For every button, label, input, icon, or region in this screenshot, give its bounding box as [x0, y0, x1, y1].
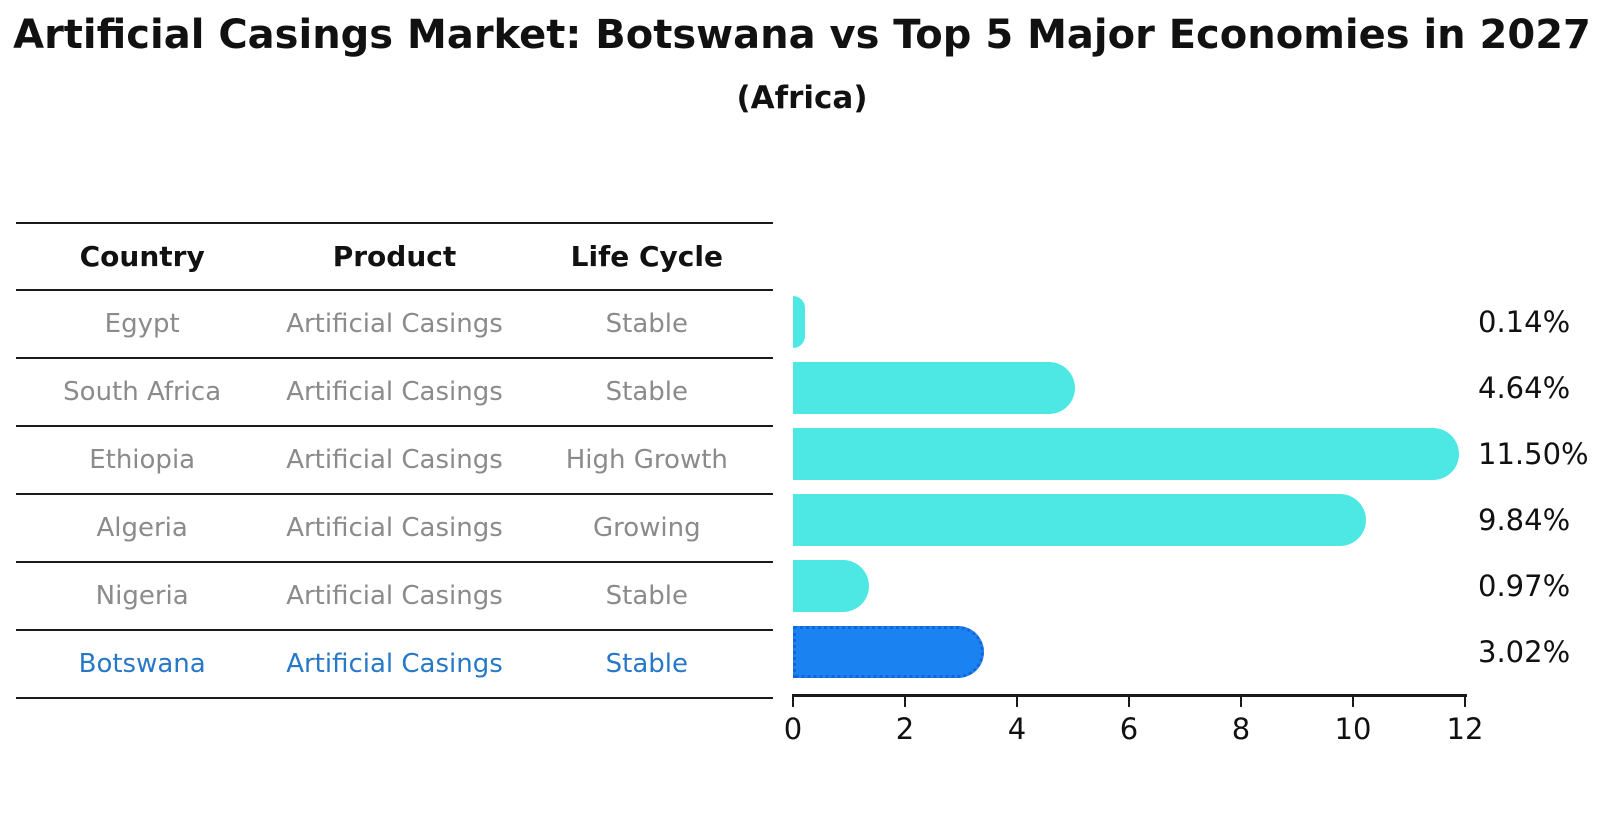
country-table: Country Product Life Cycle Egypt Artificial …: [16, 222, 773, 699]
table-row-nigeria: Nigeria Artificial Casings Stable: [16, 561, 773, 629]
table-header-cell-country: Country: [79, 240, 205, 273]
bar-south-africa: [793, 362, 1075, 414]
table-header-cell-life_cycle: Life Cycle: [570, 240, 723, 273]
value-label-nigeria: 0.97%: [1478, 569, 1571, 603]
table-cell-product: Artificial Casings: [286, 377, 503, 407]
table-cell-life_cycle: High Growth: [565, 445, 728, 475]
table-row-algeria: Algeria Artificial Casings Growing: [16, 493, 773, 561]
bar-nigeria: [793, 560, 870, 612]
chart-subtitle: (Africa): [736, 80, 868, 116]
value-label-algeria: 9.84%: [1478, 503, 1571, 537]
table-cell-country: Egypt: [104, 309, 180, 339]
x-axis-tick-4: [1016, 697, 1018, 707]
table-cell-country: Ethiopia: [89, 445, 196, 475]
x-axis-tick-label-10: 10: [1334, 712, 1372, 746]
table-cell-life_cycle: Stable: [605, 649, 688, 679]
bar-ethiopia: [793, 428, 1459, 480]
value-label-botswana: 3.02%: [1478, 635, 1571, 669]
table-cell-life_cycle: Stable: [605, 377, 688, 407]
table-cell-product: Artificial Casings: [286, 513, 503, 543]
bar-algeria: [793, 494, 1367, 546]
value-label-ethiopia: 11.50%: [1478, 437, 1589, 471]
table-cell-life_cycle: Stable: [605, 309, 688, 339]
table-row-ethiopia: Ethiopia Artificial Casings High Growth: [16, 425, 773, 493]
x-axis-tick-10: [1352, 697, 1354, 707]
table-cell-product: Artificial Casings: [286, 581, 503, 611]
x-axis-tick-label-0: 0: [783, 712, 803, 746]
x-axis-tick-label-12: 12: [1446, 712, 1484, 746]
value-label-south-africa: 4.64%: [1478, 371, 1571, 405]
value-label-egypt: 0.14%: [1478, 305, 1571, 339]
table-cell-life_cycle: Growing: [592, 513, 701, 543]
table-cell-country: Nigeria: [95, 581, 189, 611]
x-axis-tick-0: [792, 697, 794, 707]
x-axis-tick-label-4: 4: [1007, 712, 1027, 746]
x-axis-tick-12: [1464, 697, 1466, 707]
table-cell-country: Algeria: [96, 513, 188, 543]
table-header-cell-product: Product: [332, 240, 457, 273]
x-axis-tick-2: [904, 697, 906, 707]
table-cell-country: Botswana: [78, 649, 206, 679]
table-row-south-africa: South Africa Artificial Casings Stable: [16, 357, 773, 425]
x-axis-line: [792, 694, 1467, 697]
bar-botswana: [793, 626, 985, 678]
table-row-egypt: Egypt Artificial Casings Stable: [16, 289, 773, 357]
table-cell-country: South Africa: [63, 377, 222, 407]
x-axis-tick-label-2: 2: [895, 712, 915, 746]
x-axis-tick-label-8: 8: [1231, 712, 1251, 746]
bar-egypt: [793, 296, 805, 348]
table-cell-product: Artificial Casings: [286, 309, 503, 339]
chart-title: Artificial Casings Market: Botswana vs T…: [13, 12, 1591, 58]
table-cell-product: Artificial Casings: [286, 445, 503, 475]
table-cell-life_cycle: Stable: [605, 581, 688, 611]
x-axis-tick-label-6: 6: [1119, 712, 1139, 746]
x-axis-tick-6: [1128, 697, 1130, 707]
table-header-row: Country Product Life Cycle: [16, 222, 773, 289]
table-row-botswana: Botswana Artificial Casings Stable: [16, 629, 773, 697]
table-cell-product: Artificial Casings: [286, 649, 503, 679]
x-axis-tick-8: [1240, 697, 1242, 707]
